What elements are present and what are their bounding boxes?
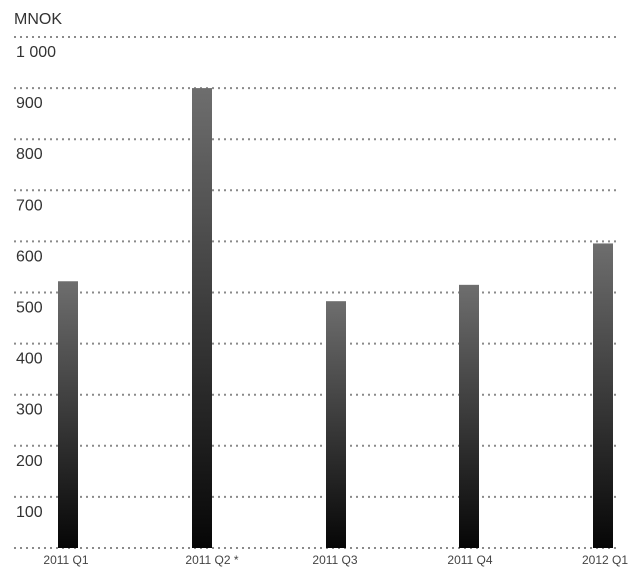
- y-tick-label: 400: [16, 351, 43, 368]
- y-tick-label: 300: [16, 402, 43, 419]
- y-tick-label: 100: [16, 504, 43, 521]
- gridlines: [14, 36, 618, 549]
- bars: [58, 88, 613, 548]
- y-tick-label: 700: [16, 197, 43, 214]
- x-category-label: 2011 Q2 *: [185, 553, 238, 567]
- x-category-label: 2011 Q3: [312, 553, 357, 567]
- y-tick-label: 800: [16, 146, 43, 163]
- y-tick-labels: 100 200 300 400 500 600 700 800 900 1 000: [16, 44, 56, 521]
- bar: [58, 281, 78, 548]
- y-tick-label: 1 000: [16, 44, 56, 61]
- bar: [593, 243, 613, 548]
- y-tick-label: 900: [16, 95, 43, 112]
- y-tick-label: 200: [16, 453, 43, 470]
- y-unit-label: MNOK: [14, 11, 62, 28]
- x-category-label: 2011 Q4: [447, 553, 492, 567]
- bar: [192, 88, 212, 548]
- x-category-label: 2011 Q1: [43, 553, 88, 567]
- bar: [459, 284, 479, 548]
- bar: [326, 301, 346, 548]
- x-category-labels: 2011 Q1 2011 Q2 * 2011 Q3 2011 Q4 2012 Q1: [43, 553, 628, 567]
- x-category-label: 2012 Q1: [582, 553, 628, 567]
- y-tick-label: 500: [16, 300, 43, 317]
- y-tick-label: 600: [16, 248, 43, 265]
